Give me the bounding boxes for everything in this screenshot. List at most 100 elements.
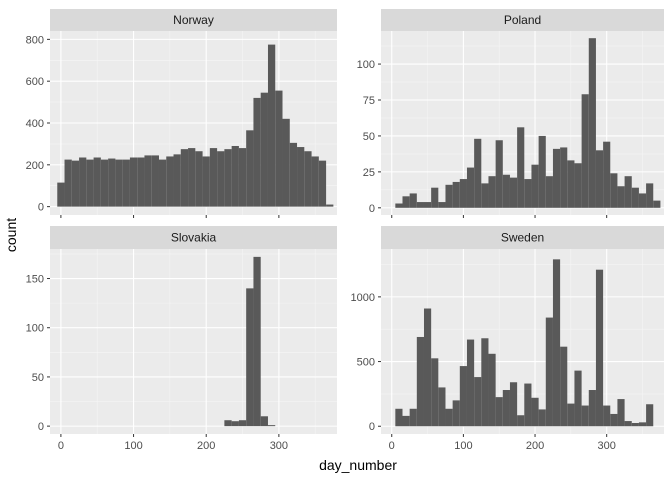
histogram-bar xyxy=(574,370,582,427)
histogram-bar xyxy=(180,149,189,207)
y-tick-label: 500 xyxy=(357,357,375,369)
histogram-bar xyxy=(466,167,475,208)
histogram-bar xyxy=(538,409,546,427)
y-tick-label: 0 xyxy=(369,203,375,215)
y-tick-label: 100 xyxy=(26,323,44,335)
histogram-bar xyxy=(253,256,261,427)
histogram-bar xyxy=(260,92,268,207)
histogram-bar xyxy=(610,413,618,427)
histogram-bar xyxy=(517,127,525,208)
histogram-bar xyxy=(79,157,87,207)
histogram-bar xyxy=(624,176,632,208)
histogram-bar xyxy=(108,158,116,207)
histogram-bar xyxy=(581,94,589,208)
histogram-bar xyxy=(326,204,334,207)
histogram-bar xyxy=(202,156,210,207)
histogram-bar xyxy=(224,149,232,207)
histogram-bar xyxy=(144,155,152,207)
histogram-bar xyxy=(409,408,417,427)
histogram-bar xyxy=(318,160,327,207)
histogram-bar xyxy=(588,38,596,208)
x-tick-label: 200 xyxy=(197,440,215,452)
histogram-bar xyxy=(423,202,432,208)
y-tick-label: 0 xyxy=(38,202,44,214)
histogram-bar xyxy=(646,404,654,427)
histogram-bar xyxy=(151,155,159,207)
histogram-bar xyxy=(267,44,276,207)
histogram-bar xyxy=(137,157,145,207)
y-tick-label: 0 xyxy=(369,421,375,433)
histogram-bar xyxy=(459,366,467,427)
histogram-bar xyxy=(653,200,661,208)
histogram-bar xyxy=(445,184,453,208)
histogram-bar xyxy=(638,422,647,427)
histogram-bar xyxy=(459,179,467,208)
histogram-bar xyxy=(603,141,611,208)
facet-strip xyxy=(381,226,664,249)
facet-strip xyxy=(50,226,337,249)
facet-panels: Norway0200400600800Poland0255075100Slova… xyxy=(26,9,664,452)
facet-sweden: Sweden 0 500 1000 0 100 200 300 xyxy=(351,226,664,452)
histogram-bar xyxy=(631,423,639,427)
histogram-bar xyxy=(395,408,403,427)
histogram-bar xyxy=(595,150,604,208)
histogram-bar xyxy=(409,193,417,208)
histogram-bar xyxy=(552,148,561,208)
histogram-bar xyxy=(431,358,439,427)
histogram-bar xyxy=(238,148,247,207)
histogram-bar xyxy=(603,405,611,427)
histogram-bar xyxy=(524,383,532,427)
histogram-bar xyxy=(474,138,482,208)
histogram-bar xyxy=(217,151,225,207)
histogram-bar xyxy=(402,196,410,208)
histogram-bar xyxy=(552,259,561,427)
histogram-bar xyxy=(209,148,218,207)
y-tick-label: 800 xyxy=(26,34,44,46)
histogram-bar xyxy=(275,90,283,207)
x-tick-label: 100 xyxy=(124,440,142,452)
histogram-bar xyxy=(231,421,239,427)
x-tick-label: 200 xyxy=(526,440,544,452)
histogram-bar xyxy=(488,176,496,208)
histogram-bar xyxy=(438,387,446,427)
histogram-bar xyxy=(115,159,123,207)
histogram-bar xyxy=(466,339,475,427)
histogram-bar xyxy=(617,186,625,208)
histogram-bar xyxy=(638,193,647,208)
histogram-bar xyxy=(474,377,482,427)
histogram-bar xyxy=(231,146,239,207)
histogram-bar xyxy=(246,130,254,207)
histogram-bar xyxy=(253,97,261,207)
facet-norway: Norway 0 200 400 600 800 xyxy=(26,9,337,218)
x-tick-label: 0 xyxy=(389,440,395,452)
x-tick-label: 100 xyxy=(454,440,472,452)
histogram-bar xyxy=(100,159,109,207)
histogram-bar xyxy=(531,397,539,427)
x-tick-label: 0 xyxy=(58,440,64,452)
histogram-bar xyxy=(560,147,568,208)
histogram-bar xyxy=(495,140,503,208)
histogram-bar xyxy=(495,397,503,427)
histogram-bar xyxy=(289,142,298,207)
histogram-bar xyxy=(195,151,203,207)
histogram-bar xyxy=(588,390,596,427)
facet-strip xyxy=(50,9,337,31)
histogram-bar xyxy=(481,183,489,208)
histogram-bar xyxy=(64,159,72,207)
histogram-bar xyxy=(646,183,654,208)
histogram-bar xyxy=(71,160,80,207)
histogram-bar xyxy=(129,157,138,207)
y-tick-label: 600 xyxy=(26,76,44,88)
histogram-bar xyxy=(282,118,290,207)
y-tick-label: 50 xyxy=(363,131,375,143)
x-tick-label: 300 xyxy=(270,440,288,452)
panel-background xyxy=(50,249,337,434)
histogram-bar xyxy=(57,182,65,207)
histogram-bar xyxy=(238,420,247,427)
histogram-bar xyxy=(445,408,453,427)
histogram-bar xyxy=(574,163,582,208)
histogram-bar xyxy=(481,338,489,427)
histogram-bar xyxy=(173,154,181,207)
histogram-bar xyxy=(304,151,312,207)
